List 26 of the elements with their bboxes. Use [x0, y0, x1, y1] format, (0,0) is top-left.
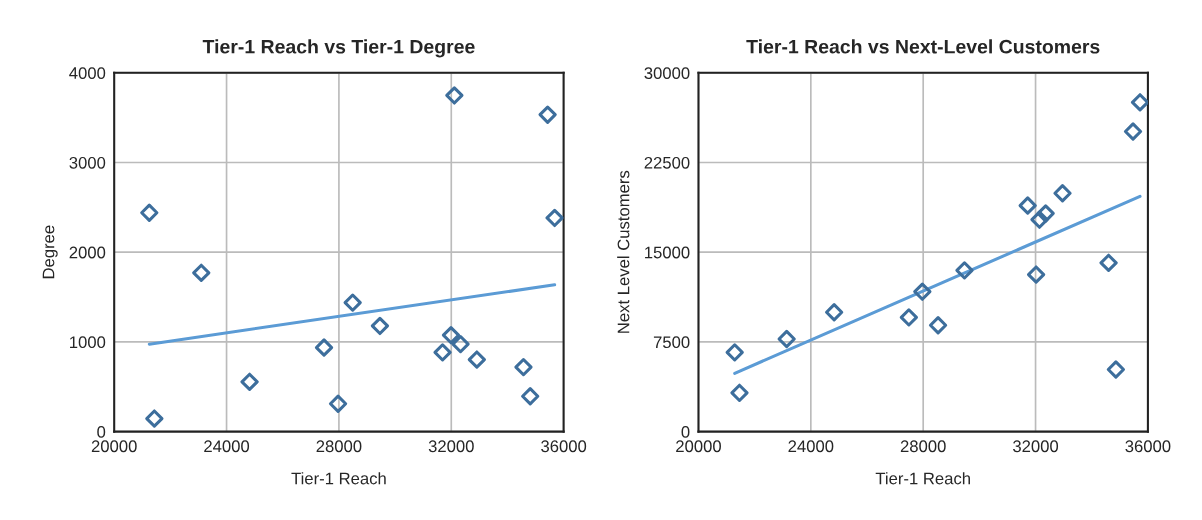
y-tick-label: 4000: [69, 67, 106, 79]
y-tick-label: 3000: [69, 156, 106, 169]
x-tick-label: 28000: [900, 440, 946, 453]
x-tick-label: 32000: [428, 440, 474, 453]
y-tick-label: 0: [97, 426, 106, 438]
x-tick-label: 36000: [1125, 440, 1171, 453]
y-tick-label: 7500: [653, 336, 690, 349]
x-tick-label: 24000: [204, 440, 250, 453]
y-tick-label: 22500: [644, 156, 690, 169]
x-tick-label: 20000: [676, 440, 721, 453]
y-tick-label: 0: [681, 426, 690, 438]
y-tick-label: 2000: [69, 246, 106, 259]
y-axis-title: Next Level Customers: [617, 170, 630, 333]
x-tick-label: 32000: [1013, 440, 1059, 453]
x-axis-title: Tier-1 Reach: [875, 472, 970, 485]
y-axis-title: Degree: [42, 225, 58, 279]
y-tick-label: 30000: [644, 67, 690, 79]
y-tick-label: 1000: [70, 336, 106, 349]
chart-title: Tier-1 Reach vs Tier-1 Degree: [202, 39, 475, 58]
x-tick-label: 20000: [91, 440, 137, 453]
y-tick-label: 15000: [645, 246, 690, 259]
chart-title: Tier-1 Reach vs Next-Level Customers: [746, 39, 1100, 54]
x-tick-label: 24000: [788, 440, 834, 453]
x-axis-title: Tier-1 Reach: [291, 472, 386, 485]
x-tick-label: 36000: [541, 440, 587, 453]
x-tick-label: 28000: [316, 440, 362, 453]
